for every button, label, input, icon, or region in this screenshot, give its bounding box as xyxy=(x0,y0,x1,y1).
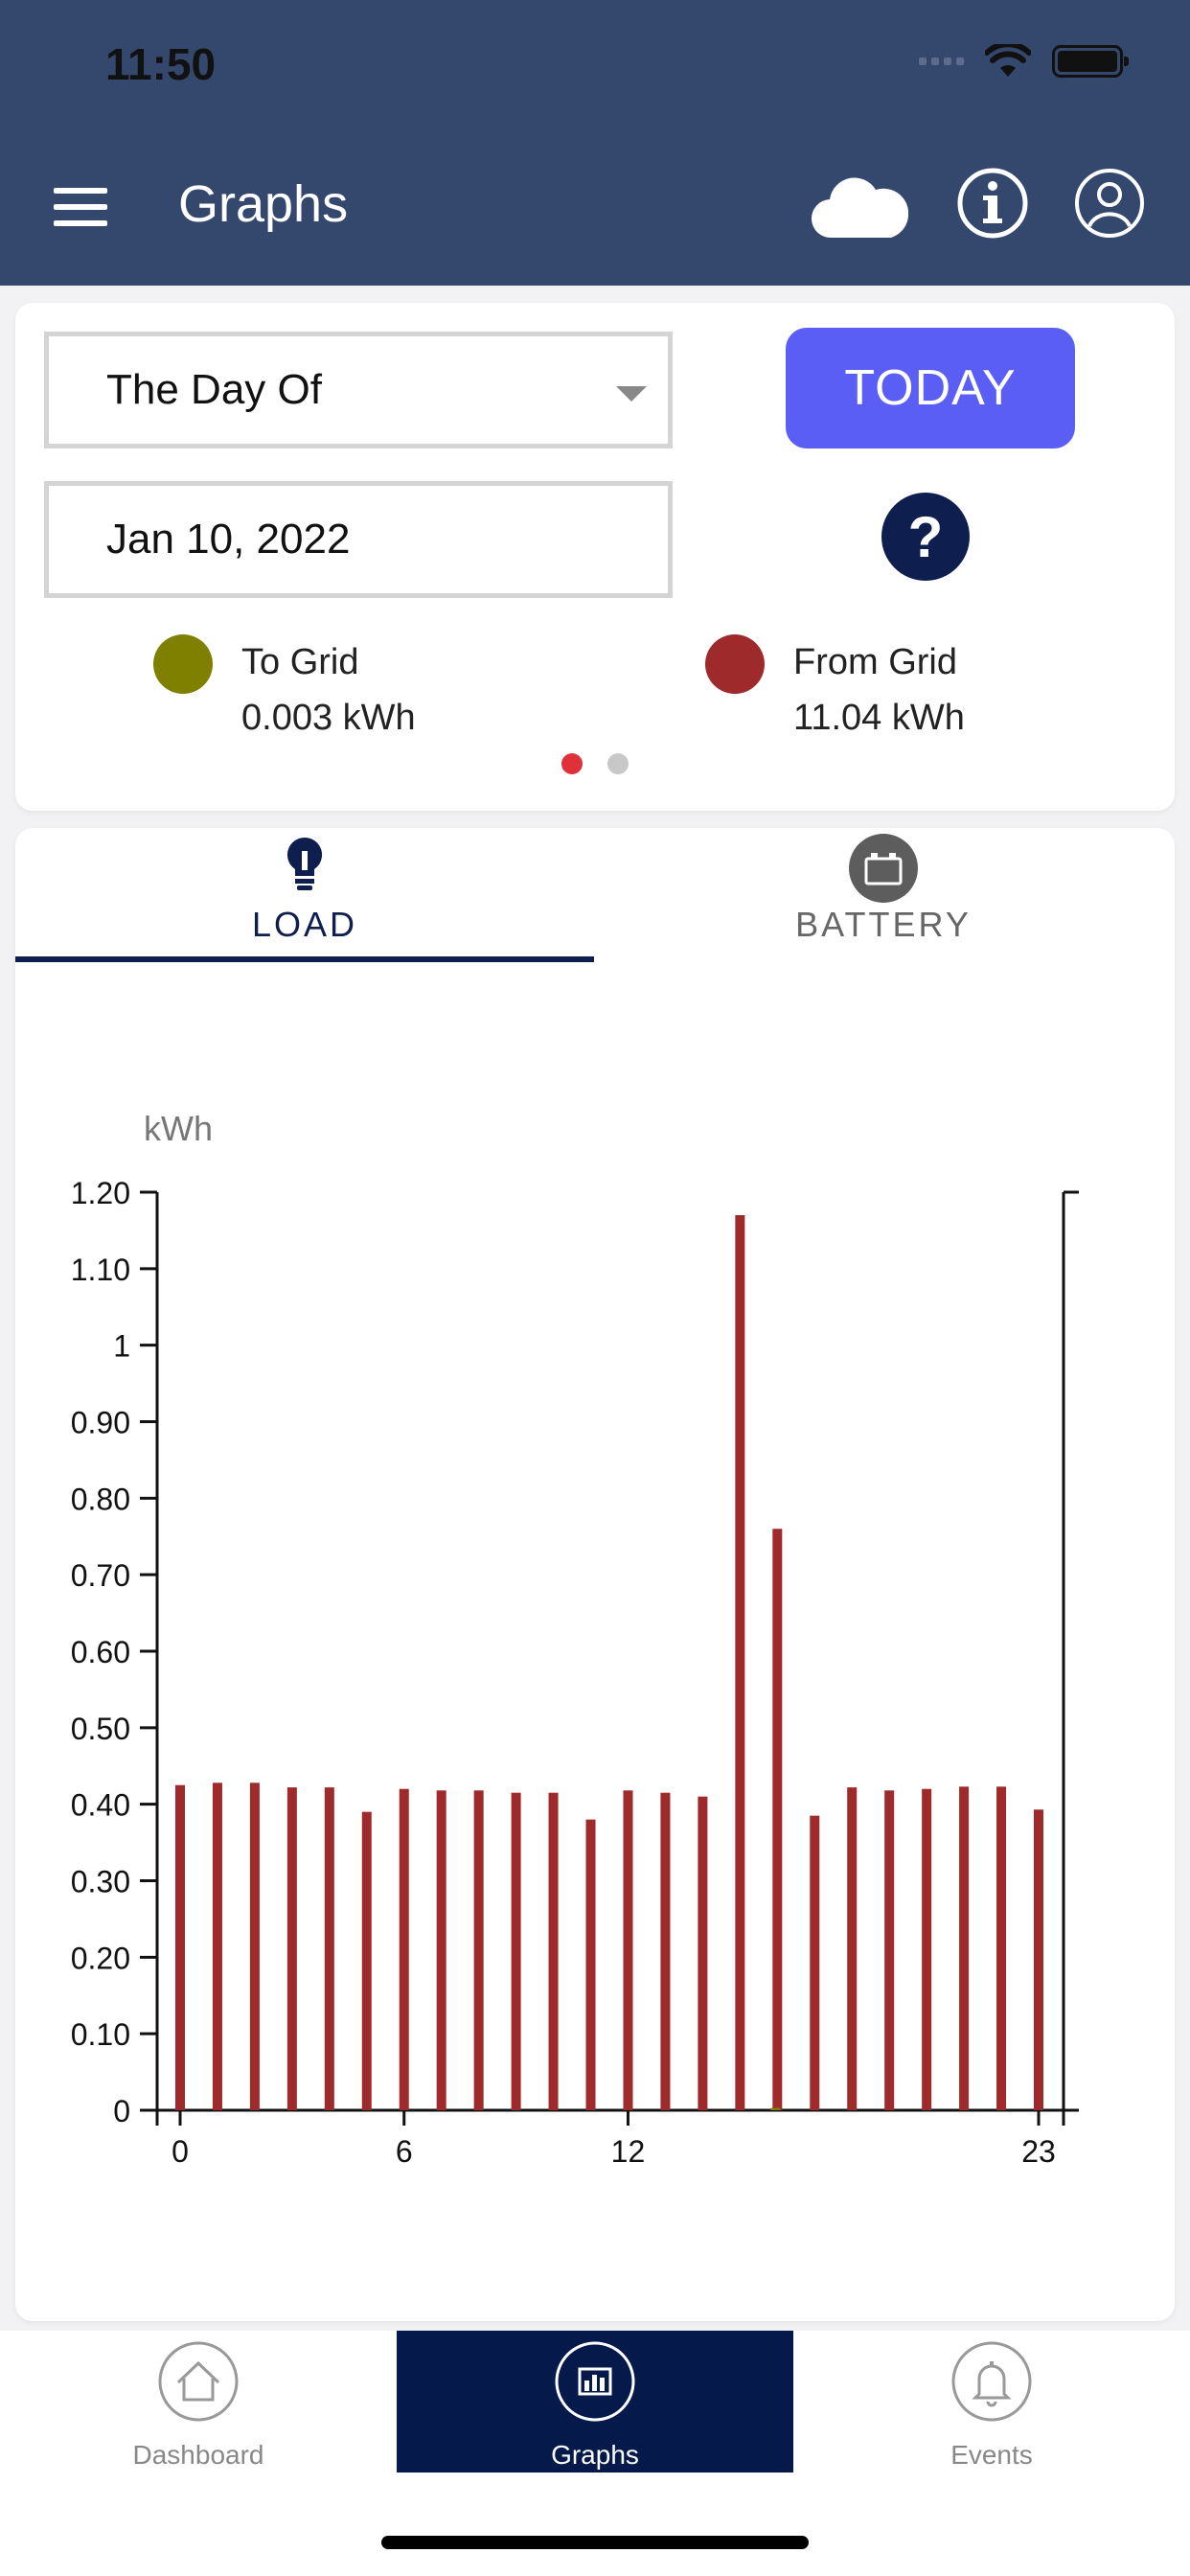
from-grid-bar xyxy=(996,1786,1007,2110)
from-grid-value: 11.04 kWh xyxy=(793,698,965,738)
from-grid-bar xyxy=(735,1214,745,2110)
y-tick-label: 0.50 xyxy=(71,1712,130,1746)
signal-icon xyxy=(919,58,964,65)
bell-icon xyxy=(951,2341,1032,2422)
today-button[interactable]: TODAY xyxy=(786,328,1075,448)
y-tick-label: 0.40 xyxy=(71,1788,130,1823)
period-select-value: The Day Of xyxy=(106,366,322,413)
active-tab-underline xyxy=(15,956,594,962)
x-tick-label: 0 xyxy=(172,2134,189,2169)
bottom-tab-bar: Dashboard Graphs Events xyxy=(0,2331,1190,2576)
from-grid-bar xyxy=(324,1787,334,2110)
info-icon[interactable] xyxy=(956,167,1029,240)
from-grid-bar xyxy=(772,1529,783,2110)
from-grid-bar xyxy=(585,1819,596,2110)
period-select[interactable]: The Day Of xyxy=(44,332,673,448)
load-bar-chart: kWh 1.20 1.10 1 0.90 0.80 0.70 0.60 0.50 0.40 0.30… xyxy=(71,1109,1079,2169)
status-time: 11:50 xyxy=(105,39,217,89)
from-grid-bar xyxy=(660,1792,671,2110)
from-grid-bar xyxy=(810,1815,820,2110)
home-indicator xyxy=(381,2536,809,2549)
app-header: 11:50 Graphs xyxy=(0,0,1190,286)
tab-graphs[interactable]: Graphs xyxy=(397,2331,793,2472)
from-grid-bar xyxy=(249,1782,260,2110)
from-grid-bar xyxy=(959,1786,970,2110)
tab-graphs-label: Graphs xyxy=(551,2440,639,2470)
from-grid-label: From Grid xyxy=(793,642,957,682)
date-field[interactable]: Jan 10, 2022 xyxy=(44,481,673,598)
home-icon xyxy=(158,2341,239,2422)
x-tick-label: 23 xyxy=(1021,2134,1056,2169)
y-tick-label: 0 xyxy=(113,2094,130,2128)
y-tick-label: 1 xyxy=(113,1329,130,1364)
from-grid-bar xyxy=(212,1782,222,2110)
y-tick-label: 0.30 xyxy=(71,1865,130,1899)
from-grid-legend-dot xyxy=(705,634,765,694)
page-indicator-dot[interactable] xyxy=(607,753,629,774)
from-grid-bar xyxy=(399,1788,409,2110)
tab-dashboard[interactable]: Dashboard xyxy=(0,2331,397,2472)
to-grid-value: 0.003 kWh xyxy=(241,698,416,738)
x-tick-label: 6 xyxy=(396,2134,413,2169)
from-grid-bar xyxy=(922,1788,932,2110)
tab-load[interactable]: LOAD xyxy=(15,828,594,962)
menu-icon[interactable] xyxy=(54,188,107,226)
from-grid-bar xyxy=(175,1784,185,2110)
to-grid-legend-dot xyxy=(153,634,213,694)
y-axis-label: kWh xyxy=(144,1109,213,1148)
date-value: Jan 10, 2022 xyxy=(106,516,351,563)
battery-status-icon xyxy=(1052,45,1129,78)
from-grid-bar xyxy=(361,1811,372,2110)
from-grid-bar xyxy=(473,1790,484,2110)
y-tick-label: 1.10 xyxy=(71,1253,130,1287)
tab-battery[interactable]: BATTERY xyxy=(594,828,1173,962)
wifi-icon xyxy=(985,44,1031,77)
y-tick-label: 0.90 xyxy=(71,1406,130,1440)
battery-icon xyxy=(849,834,918,903)
tab-events[interactable]: Events xyxy=(793,2331,1190,2472)
chart-card: LOAD BATTERY kWh 1.20 1.10 1 0.90 0.80 0.70 0.6… xyxy=(15,828,1175,2321)
filter-card: The Day Of Jan 10, 2022 TODAY ? To Grid … xyxy=(15,303,1175,811)
from-grid-bar xyxy=(847,1787,858,2110)
y-tick-label: 1.20 xyxy=(71,1176,130,1210)
from-grid-bar xyxy=(1034,1809,1043,2110)
tab-dashboard-label: Dashboard xyxy=(132,2440,264,2470)
from-grid-bar xyxy=(884,1790,895,2110)
y-tick-label: 0.20 xyxy=(71,1941,130,1975)
to-grid-label: To Grid xyxy=(241,642,359,682)
from-grid-bar xyxy=(511,1792,521,2110)
from-grid-bar xyxy=(623,1790,633,2110)
y-tick-label: 0.60 xyxy=(71,1635,130,1669)
y-tick-label: 0.70 xyxy=(71,1558,130,1593)
tab-load-label: LOAD xyxy=(251,905,358,944)
help-icon[interactable]: ? xyxy=(881,493,970,581)
from-grid-bar xyxy=(698,1796,708,2110)
from-grid-bar xyxy=(286,1787,297,2110)
x-tick-label: 12 xyxy=(611,2134,646,2169)
y-tick-label: 0.80 xyxy=(71,1482,130,1516)
tab-battery-label: BATTERY xyxy=(795,905,972,944)
status-icons xyxy=(919,44,1129,79)
cloud-icon[interactable] xyxy=(811,172,908,242)
lightbulb-icon xyxy=(286,837,323,890)
to-grid-bar xyxy=(770,2107,781,2110)
tab-events-label: Events xyxy=(950,2440,1033,2470)
from-grid-bar xyxy=(548,1792,559,2110)
chevron-down-icon xyxy=(616,386,647,402)
page-indicator-dot[interactable] xyxy=(561,753,583,774)
from-grid-bar xyxy=(436,1790,446,2110)
page-title: Graphs xyxy=(178,175,349,233)
bar-chart-icon xyxy=(555,2341,635,2422)
profile-icon[interactable] xyxy=(1073,167,1146,240)
y-tick-label: 0.10 xyxy=(71,2017,130,2052)
